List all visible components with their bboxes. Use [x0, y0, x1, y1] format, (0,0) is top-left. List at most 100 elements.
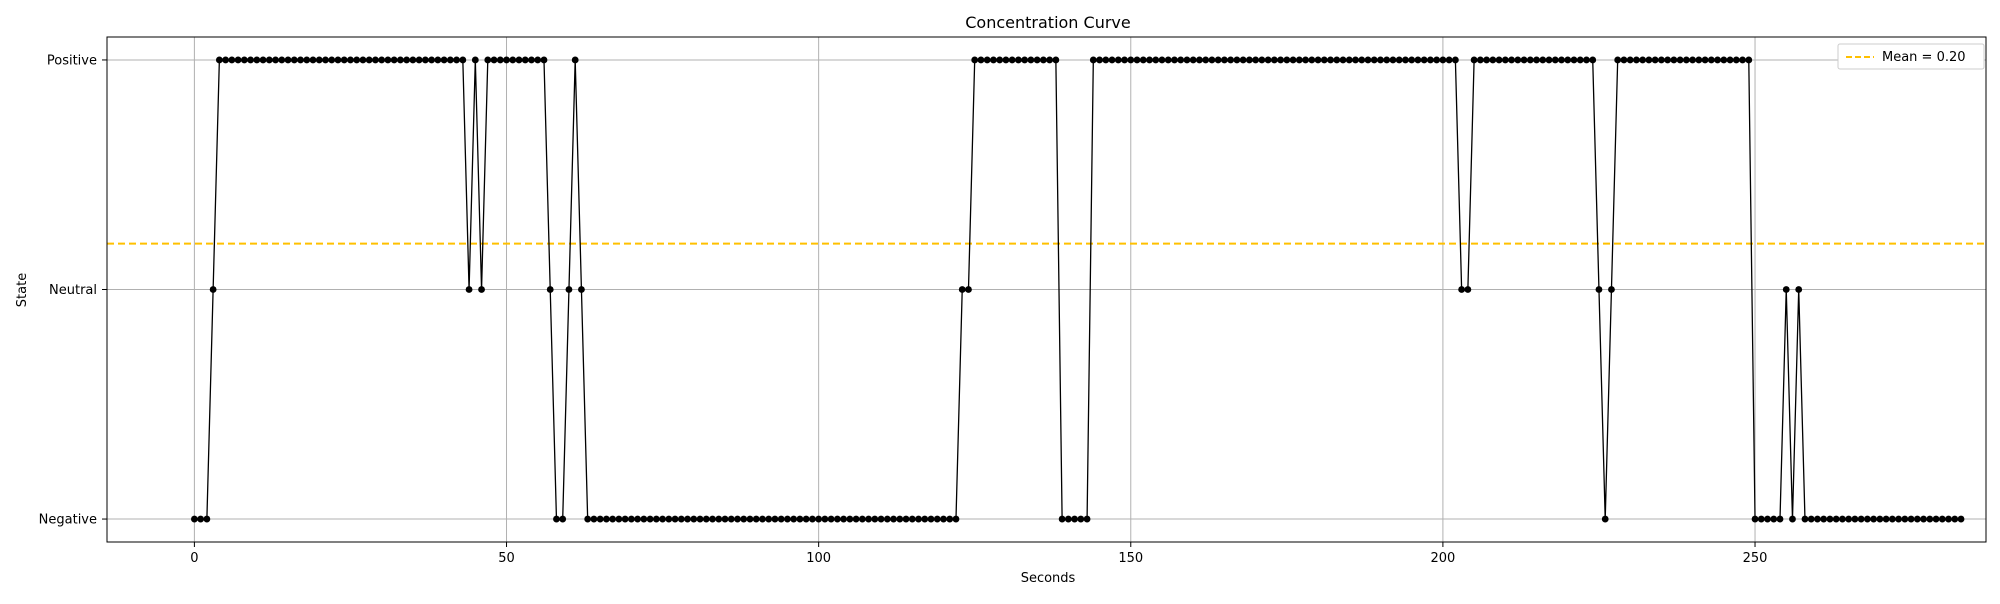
- data-point: [1764, 515, 1771, 523]
- data-point: [1901, 515, 1909, 523]
- data-point: [865, 515, 872, 523]
- data-point: [1720, 56, 1728, 64]
- data-point: [1083, 515, 1091, 523]
- data-point: [359, 56, 367, 64]
- data-point: [1757, 515, 1765, 523]
- data-point: [1570, 56, 1578, 64]
- data-point: [1114, 56, 1122, 64]
- data-point: [1639, 56, 1647, 64]
- data-point: [1564, 56, 1572, 64]
- data-point: [1533, 56, 1540, 64]
- data-point: [1214, 56, 1222, 64]
- data-point: [315, 56, 323, 64]
- data-point: [908, 515, 916, 523]
- data-point: [921, 515, 929, 523]
- data-point: [471, 56, 479, 64]
- data-point: [1807, 515, 1815, 523]
- data-point: [1064, 515, 1072, 523]
- data-point: [1245, 56, 1253, 64]
- data-point: [983, 56, 991, 64]
- data-point: [1608, 286, 1615, 293]
- data-point: [1514, 56, 1522, 64]
- data-point: [1907, 515, 1915, 523]
- data-point: [1383, 56, 1391, 64]
- data-point: [390, 56, 398, 64]
- data-point: [1233, 56, 1241, 64]
- data-point: [490, 56, 498, 64]
- data-point: [1676, 56, 1684, 64]
- data-point: [827, 515, 835, 523]
- x-axis-label: Seconds: [1021, 571, 1076, 586]
- data-point: [1501, 56, 1509, 64]
- data-point: [815, 515, 823, 523]
- data-point: [1414, 56, 1422, 64]
- data-point: [203, 515, 211, 523]
- data-point: [1339, 56, 1347, 64]
- data-point: [446, 56, 454, 64]
- data-point: [1183, 56, 1191, 64]
- data-point: [1732, 56, 1740, 64]
- data-point: [1395, 56, 1403, 64]
- data-point: [1863, 515, 1871, 523]
- data-point: [453, 56, 460, 64]
- data-point: [821, 515, 829, 523]
- data-point: [1776, 515, 1784, 523]
- data-point: [902, 515, 910, 523]
- data-point: [1239, 56, 1247, 64]
- data-point: [1633, 56, 1640, 64]
- y-tick-label: Positive: [47, 53, 97, 68]
- data-point: [1264, 56, 1272, 64]
- data-point: [809, 515, 816, 523]
- data-point: [565, 286, 573, 293]
- data-point: [1408, 56, 1416, 64]
- data-point: [1277, 56, 1284, 64]
- data-point: [1052, 56, 1060, 64]
- data-point: [384, 56, 392, 64]
- data-point: [1002, 56, 1010, 64]
- data-point: [484, 56, 492, 64]
- data-point: [1096, 56, 1103, 64]
- data-point: [1957, 515, 1965, 523]
- data-point: [1283, 56, 1291, 64]
- data-point: [465, 286, 473, 293]
- data-point: [1951, 515, 1959, 523]
- data-point: [1558, 56, 1565, 64]
- data-point: [1158, 56, 1166, 64]
- data-point: [946, 515, 954, 523]
- data-point: [965, 286, 972, 293]
- data-point: [952, 515, 960, 523]
- data-point: [209, 286, 217, 293]
- data-point: [1077, 515, 1085, 523]
- data-point: [222, 56, 230, 64]
- data-point: [303, 56, 311, 64]
- data-point: [297, 56, 304, 64]
- data-point: [1177, 56, 1185, 64]
- data-point: [421, 56, 429, 64]
- data-point: [684, 515, 691, 523]
- data-point: [1789, 515, 1796, 523]
- data-point: [690, 515, 698, 523]
- y-tick-label: Neutral: [49, 283, 97, 298]
- x-axis-ticks: 0 50 100 150 200 250: [190, 542, 1767, 566]
- data-point: [1839, 515, 1846, 523]
- data-point: [734, 515, 741, 523]
- data-point: [1489, 56, 1497, 64]
- data-point: [397, 56, 404, 64]
- data-point: [1227, 56, 1235, 64]
- data-point: [777, 515, 785, 523]
- data-point: [603, 515, 610, 523]
- data-point: [1221, 56, 1228, 64]
- data-point: [1164, 56, 1172, 64]
- data-point: [1870, 515, 1878, 523]
- data-point: [1601, 515, 1609, 523]
- legend-mean-label: Mean = 0.20: [1882, 50, 1966, 65]
- data-point: [958, 286, 966, 293]
- data-point: [752, 515, 760, 523]
- data-point: [858, 515, 866, 523]
- data-point: [1039, 56, 1047, 64]
- data-point: [634, 515, 642, 523]
- data-point: [191, 515, 198, 523]
- data-point: [1370, 56, 1378, 64]
- data-point: [1595, 286, 1603, 293]
